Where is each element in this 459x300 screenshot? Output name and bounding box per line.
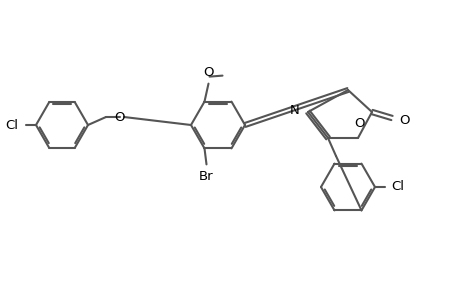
Text: O: O (203, 66, 213, 79)
Text: Br: Br (199, 170, 213, 183)
Text: Cl: Cl (5, 118, 18, 131)
Text: O: O (398, 113, 409, 127)
Text: O: O (354, 117, 364, 130)
Text: O: O (114, 110, 125, 124)
Text: Cl: Cl (390, 181, 403, 194)
Text: N: N (290, 103, 299, 116)
